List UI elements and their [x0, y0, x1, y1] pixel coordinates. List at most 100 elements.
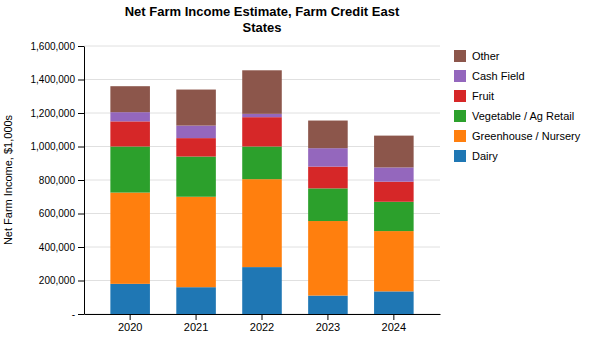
y-tick-label: 200,000 [39, 275, 76, 286]
x-tick: 2024 [382, 314, 406, 333]
x-tick: 2020 [118, 314, 142, 333]
y-axis: - 200,000 400,000 600,000 800,000 1,000,000 1,… [31, 41, 85, 320]
legend-item: Cash Field [454, 70, 525, 82]
y-tick-label: 1,600,000 [31, 41, 76, 52]
bar [374, 182, 414, 202]
bar [176, 287, 216, 314]
y-tick: 1,600,000 [31, 41, 85, 52]
legend-label: Vegetable / Ag Retail [472, 110, 574, 122]
y-tick-label: 800,000 [39, 175, 76, 186]
x-tick: 2021 [184, 314, 208, 333]
y-tick-mark [78, 147, 84, 148]
y-tick: 600,000 [39, 208, 84, 219]
x-tick-mark [262, 314, 263, 320]
series [110, 70, 413, 167]
bar [308, 221, 348, 296]
y-tick-mark [78, 80, 84, 81]
legend-swatch [454, 90, 466, 102]
bar [242, 179, 282, 267]
bar [176, 138, 216, 156]
legend-swatch [454, 130, 466, 142]
y-tick-label: 600,000 [39, 208, 76, 219]
y-tick-mark [78, 113, 84, 114]
bar [176, 126, 216, 139]
bar [176, 197, 216, 287]
x-tick-label: 2023 [316, 321, 340, 333]
y-tick: 800,000 [39, 175, 84, 186]
y-tick-mark [78, 247, 84, 248]
bar [242, 114, 282, 117]
y-tick: 1,000,000 [31, 141, 85, 152]
bar [242, 147, 282, 180]
legend-item: Other [454, 50, 500, 62]
bar [176, 157, 216, 197]
legend: Other Cash Field Fruit Vegetable / Ag Retai… [454, 50, 581, 162]
x-tick-label: 2024 [382, 321, 406, 333]
x-tick: 2023 [316, 314, 340, 333]
bar [110, 147, 150, 193]
y-tick-label: 1,200,000 [31, 108, 76, 119]
y-tick: 200,000 [39, 275, 84, 286]
series [110, 179, 413, 295]
bar [242, 267, 282, 314]
y-tick: - [72, 309, 84, 320]
legend-item: Vegetable / Ag Retail [454, 110, 574, 122]
series [110, 147, 413, 232]
y-tick-mark [78, 180, 84, 181]
y-tick-mark [78, 314, 84, 315]
grid [84, 46, 440, 314]
bar [374, 136, 414, 168]
legend-label: Fruit [472, 90, 494, 102]
y-tick-label: 1,400,000 [31, 74, 76, 85]
legend-label: Cash Field [472, 70, 525, 82]
bar [110, 112, 150, 121]
legend-item: Fruit [454, 90, 494, 102]
legend-label: Greenhouse / Nursery [472, 130, 581, 142]
chart: 2020 2021 2022 2023 2024 - 200,000 400,000 600,0… [0, 0, 600, 342]
x-tick-mark [393, 314, 394, 320]
y-tick-mark [78, 214, 84, 215]
plot: 2020 2021 2022 2023 2024 - 200,000 400,000 600,0… [2, 41, 441, 333]
x-tick-label: 2022 [250, 321, 274, 333]
bars [110, 70, 413, 314]
bar [308, 121, 348, 149]
bar [110, 86, 150, 112]
x-tick-mark [327, 314, 328, 320]
bar [308, 167, 348, 189]
bar [176, 90, 216, 126]
series [110, 267, 413, 314]
bar [242, 70, 282, 114]
legend-label: Other [472, 50, 500, 62]
title-line: Net Farm Income Estimate, Farm Credit Ea… [125, 4, 400, 19]
y-tick-mark [78, 46, 84, 47]
x-tick-label: 2021 [184, 321, 208, 333]
legend-label: Dairy [472, 150, 498, 162]
series [110, 112, 413, 182]
bar [308, 148, 348, 166]
legend-swatch [454, 70, 466, 82]
bar [308, 296, 348, 314]
y-tick: 400,000 [39, 242, 84, 253]
bar [110, 121, 150, 146]
y-tick-mark [78, 281, 84, 282]
bar [374, 291, 414, 314]
y-tick-label: - [72, 309, 75, 320]
bar [374, 231, 414, 291]
bar [308, 188, 348, 221]
y-tick-label: 400,000 [39, 242, 76, 253]
series [110, 117, 413, 202]
y-tick-label: 1,000,000 [31, 141, 76, 152]
bar [242, 117, 282, 146]
bar [374, 167, 414, 181]
x-tick-mark [130, 314, 131, 320]
x-tick-mark [196, 314, 197, 320]
title: Net Farm Income Estimate, Farm Credit Ea… [125, 4, 400, 35]
legend-item: Dairy [454, 150, 498, 162]
y-axis-line [84, 47, 85, 315]
legend-swatch [454, 110, 466, 122]
title-line: States [242, 20, 281, 35]
bar [374, 202, 414, 231]
x-axis: 2020 2021 2022 2023 2024 [85, 314, 441, 333]
y-axis-title: Net Farm Income, $1,000s [2, 114, 14, 245]
y-tick: 1,400,000 [31, 74, 85, 85]
